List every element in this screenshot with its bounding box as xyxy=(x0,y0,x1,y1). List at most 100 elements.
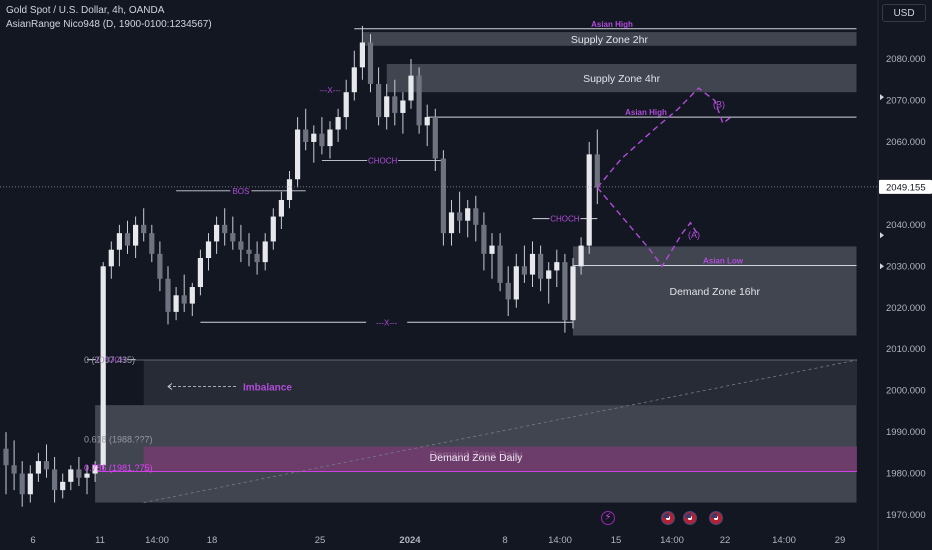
time-tick-label: 29 xyxy=(835,535,846,546)
candle-body xyxy=(76,469,82,478)
zone-label: Supply Zone 4hr xyxy=(583,73,661,85)
candle-body xyxy=(473,208,479,225)
time-tick-label: 14:00 xyxy=(145,535,169,546)
candle-body xyxy=(60,481,66,491)
time-tick-label: 14:00 xyxy=(772,535,796,546)
candle-body xyxy=(157,253,163,279)
overlay-layer: 0 (2007.435) 0.618 (1988.??7) 0.786 (1981.… xyxy=(0,87,880,473)
candle-body xyxy=(343,92,349,118)
candle-body xyxy=(481,224,487,254)
lightning-icon[interactable]: ⚡ xyxy=(601,511,615,525)
candle-body xyxy=(133,224,139,246)
price-marker-icon xyxy=(880,94,884,101)
candle-body xyxy=(448,212,455,234)
candle-body xyxy=(254,253,260,263)
time-tick-label: 8 xyxy=(502,535,507,546)
structure-label: ---X--- xyxy=(319,86,341,95)
structure-label-bg xyxy=(367,155,399,166)
candle-body xyxy=(554,262,560,271)
time-tick-label: 18 xyxy=(207,535,218,546)
candle-body xyxy=(392,96,398,113)
legend-indicator[interactable]: AsianRange Nico948 (D, 1900-0100:1234567… xyxy=(6,19,212,30)
candle-body xyxy=(52,469,58,491)
trend-line xyxy=(143,359,858,503)
zone-rect xyxy=(362,32,857,46)
candle-body xyxy=(432,117,438,159)
price-tick-label: 1970.000 xyxy=(886,510,926,521)
candle-body xyxy=(181,295,187,304)
time-tick-label: 22 xyxy=(720,535,731,546)
candle-body xyxy=(465,208,471,221)
candle-body xyxy=(35,461,41,474)
candle-body xyxy=(303,129,309,142)
candle-body xyxy=(141,224,147,234)
lines-layer: Asian High Asian High Asian Low BOS CHOCH CHO… xyxy=(87,20,858,503)
zones-layer: Supply Zone 2hr Supply Zone 4hr Demand Zon… xyxy=(87,32,857,503)
structure-label: ---X--- xyxy=(376,318,398,327)
candle-body xyxy=(149,233,155,254)
candle-body xyxy=(311,133,317,142)
chart-legend: Gold Spot / U.S. Dollar, 4h, OANDA Asian… xyxy=(6,4,212,32)
candle-body xyxy=(286,179,293,200)
currency-button[interactable]: USD xyxy=(882,4,926,22)
imbalance-box xyxy=(143,359,857,406)
candle-body xyxy=(11,465,17,474)
price-tick-label: 2010.000 xyxy=(886,344,926,355)
candle-body xyxy=(246,249,252,254)
candle-body xyxy=(489,245,495,254)
us-flag-icon[interactable] xyxy=(683,511,697,525)
legend-symbol[interactable]: Gold Spot / U.S. Dollar, 4h, OANDA xyxy=(6,5,165,16)
candle-body xyxy=(116,233,122,250)
candle-body xyxy=(497,245,503,283)
candle-body xyxy=(400,100,406,113)
candle-body xyxy=(84,473,90,478)
candle-body xyxy=(222,224,228,234)
us-flag-icon[interactable] xyxy=(709,511,723,525)
candle-body xyxy=(570,266,576,321)
candle-body xyxy=(68,469,74,482)
candle-body xyxy=(3,448,9,466)
candle-body xyxy=(319,133,325,147)
candle-body xyxy=(457,212,463,221)
current-price-label: 2049.155 xyxy=(886,182,926,193)
candle-body xyxy=(416,75,422,126)
candle-body xyxy=(521,266,527,275)
candle-body xyxy=(108,249,114,267)
time-tick-label: 14:00 xyxy=(660,535,684,546)
candle-body xyxy=(546,270,552,279)
candle-body xyxy=(529,253,536,275)
structure-label: CHOCH xyxy=(550,215,580,224)
price-tick-label: 2000.000 xyxy=(886,386,926,397)
projection-label-a: (A) xyxy=(688,230,700,240)
imbalance-arrowhead xyxy=(167,383,173,390)
candle-body xyxy=(270,216,276,242)
time-tick-label: 15 xyxy=(611,535,622,546)
structure-label: BOS xyxy=(232,187,249,196)
time-axis-bg xyxy=(0,527,932,550)
candle-body xyxy=(505,282,511,300)
candle-body xyxy=(124,233,131,246)
price-tick-label: 1990.000 xyxy=(886,427,926,438)
candle-body xyxy=(100,266,106,466)
structure-label: CHOCH xyxy=(368,157,398,166)
zone-rect xyxy=(573,246,857,336)
price-marker-icon xyxy=(880,263,884,270)
candle-body xyxy=(19,473,25,495)
projection-path-b xyxy=(596,87,732,188)
price-tick-label: 2030.000 xyxy=(886,261,926,272)
price-tick-label: 2040.000 xyxy=(886,220,926,231)
candle-body xyxy=(197,258,203,288)
structure-label-bg xyxy=(366,317,408,328)
time-tick-label: 14:00 xyxy=(548,535,572,546)
price-tick-label: 2070.000 xyxy=(886,96,926,107)
us-flag-icon[interactable] xyxy=(661,511,675,525)
time-tick-label: 6 xyxy=(30,535,35,546)
price-marker-icon xyxy=(880,232,884,239)
time-tick-label: 11 xyxy=(95,535,105,546)
candle-body xyxy=(238,241,244,250)
level-label: Asian High xyxy=(591,20,633,29)
candle-body xyxy=(92,465,98,474)
candle-body xyxy=(359,42,365,68)
